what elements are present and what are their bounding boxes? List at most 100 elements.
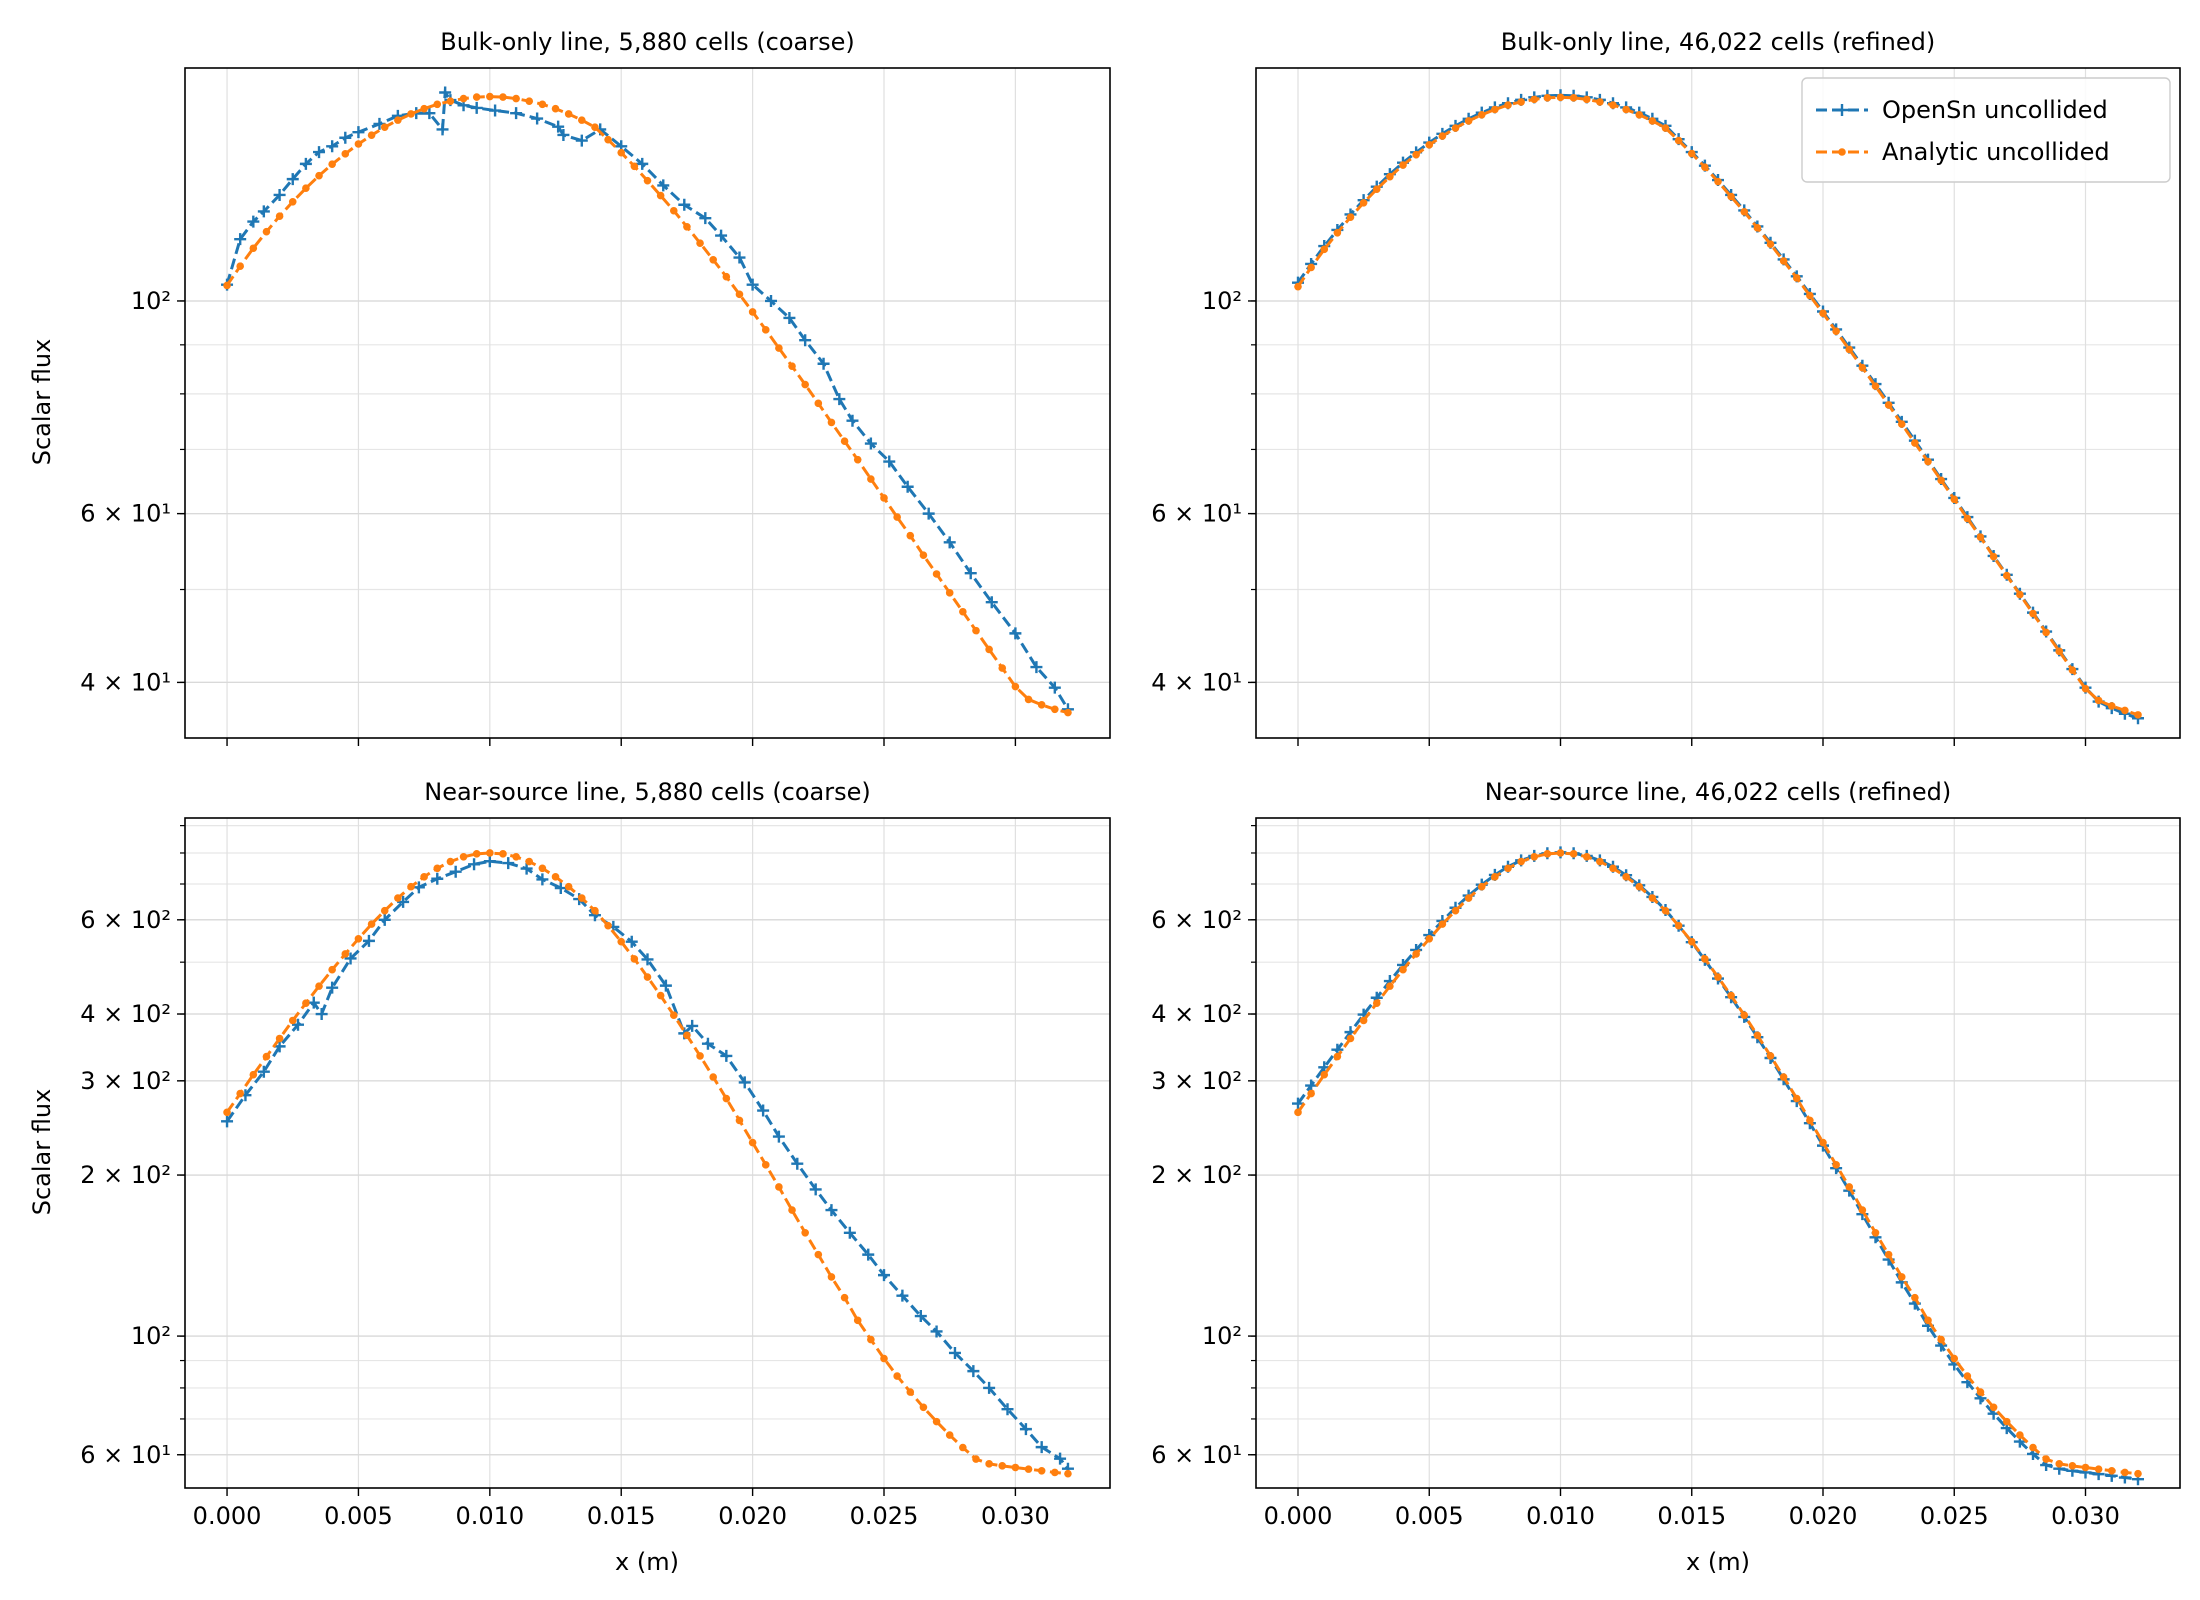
data-point [1963,1372,1972,1380]
data-point [825,1204,838,1217]
data-point [1897,1273,1906,1281]
data-point [1035,1441,1048,1454]
data-point [1622,873,1630,881]
data-point [748,1138,757,1147]
series-line [1296,851,2139,1476]
data-point [1832,327,1840,335]
data-point [1064,708,1072,717]
data-point [307,996,320,1009]
x-tick-label: 0.020 [1789,1502,1858,1530]
data-point [1054,1452,1067,1465]
data-point [591,906,599,915]
data-point [932,570,941,578]
data-point [380,123,389,132]
series-analytic [223,92,1072,717]
data-point [959,607,967,616]
data-point [1727,991,1735,1000]
data-point [985,1460,993,1468]
data-point [1871,1228,1880,1237]
axes-frame [1255,817,2181,1489]
data-point [791,1157,804,1170]
data-point [735,1116,744,1125]
y-tick-label: 6 × 10¹ [80,500,171,528]
data-point [394,116,402,124]
data-point [378,913,391,926]
data-point [1766,240,1775,249]
data-point [878,1269,891,1282]
data-point [302,184,310,193]
data-point [1714,973,1722,981]
plot-area [1292,846,2144,1486]
data-point [772,1130,785,1143]
data-point [1989,1403,1998,1412]
data-point [783,311,796,324]
data-point [1911,439,1919,447]
data-point [468,858,481,871]
data-point [591,123,599,132]
data-point [1464,117,1473,125]
x-tick-label: 0.015 [587,1502,656,1530]
data-point [380,906,389,915]
data-point [827,1273,836,1281]
data-point [1582,95,1591,104]
data-point [1517,98,1525,106]
data-point [328,160,336,168]
data-point [249,1070,258,1079]
data-point [247,215,260,228]
series-opensn [1292,846,2144,1486]
data-point [843,1226,856,1239]
data-point [799,334,812,347]
data-point [983,1381,996,1394]
data-point [748,308,757,316]
x-tick-label: 0.030 [2051,1502,2120,1530]
data-point [1037,701,1046,709]
data-point [431,872,444,885]
data-point [1779,1073,1788,1081]
series-line [225,851,1069,1476]
data-point [1792,1094,1801,1103]
x-tick-label: 0.000 [1264,1502,1333,1530]
data-point [1911,1293,1919,1302]
x-tick-label: 0.000 [193,1502,262,1530]
data-point [354,934,363,943]
data-point [472,93,481,101]
series-line [1296,93,2139,720]
data-point [1858,363,1867,372]
legend-label: Analytic uncollided [1882,138,2110,166]
data-point [1346,213,1355,221]
data-point [257,205,270,218]
data-point [315,171,323,180]
data-point [867,1335,875,1344]
data-point [1937,1335,1945,1344]
data-point [1491,873,1499,881]
data-point [578,894,586,902]
legend-marker [1836,104,1848,116]
data-point [1464,894,1473,902]
data-point [1294,282,1302,291]
data-point [722,1094,731,1103]
data-point [788,1206,796,1214]
data-point [1001,1403,1014,1416]
data-point [1924,1316,1932,1325]
legend-box [1801,77,2171,183]
data-point [945,589,954,597]
data-point [964,567,977,580]
data-point [1845,345,1854,354]
data-point [1845,1183,1854,1191]
data-point [636,157,649,170]
data-point [840,1293,849,1302]
data-point [554,882,567,895]
data-point [1674,921,1683,930]
data-point [738,1076,751,1089]
data-point [833,393,846,406]
data-point [499,850,507,858]
axes-frame [1255,67,2181,739]
data-point [273,188,286,201]
data-point [262,227,271,236]
data-point [459,94,468,103]
data-point [1399,965,1407,974]
data-point [2134,1469,2142,1478]
data-point [1766,1052,1775,1060]
data-point [1009,627,1022,640]
data-point [880,1354,888,1363]
